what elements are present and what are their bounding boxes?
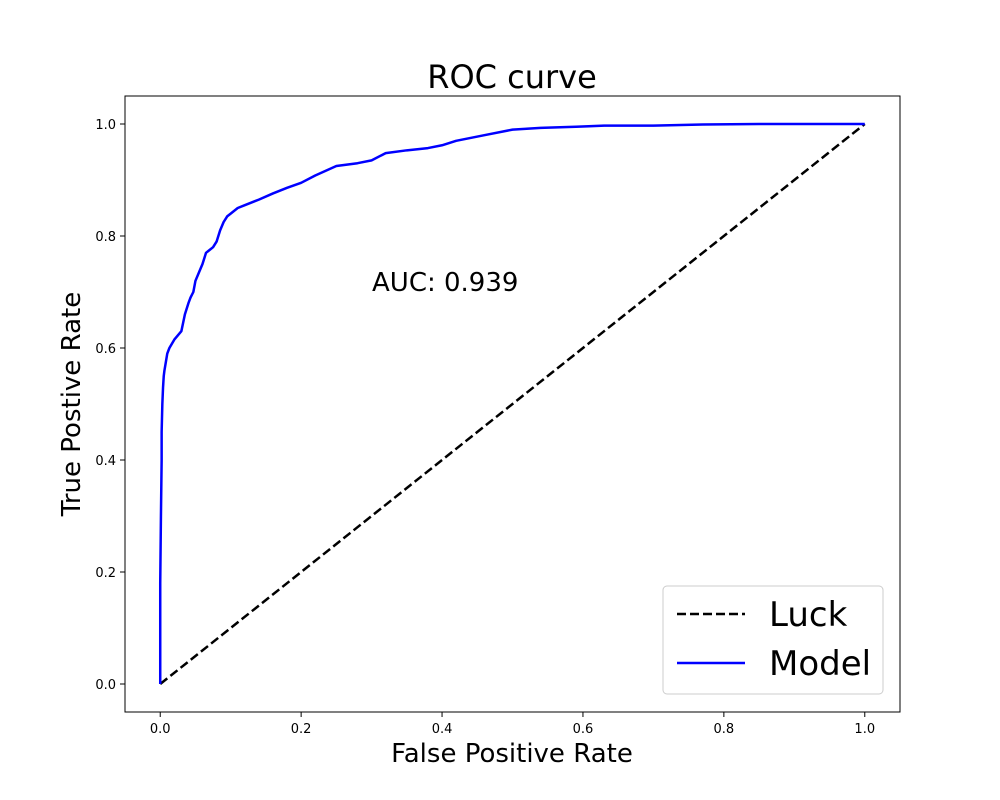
x-tick-label: 0.0 xyxy=(150,722,171,737)
auc-annotation: AUC: 0.939 xyxy=(372,268,518,298)
legend: Luck Model xyxy=(662,585,884,695)
x-axis-title: False Positive Rate xyxy=(391,739,633,769)
x-axis: 0.0 0.2 0.4 0.6 0.8 1.0 xyxy=(150,712,875,737)
x-tick-label: 0.8 xyxy=(714,722,735,737)
y-tick-label: 0.0 xyxy=(95,678,116,693)
plot-area xyxy=(158,122,866,685)
y-axis-title: True Postive Rate xyxy=(57,292,87,517)
plot-frame xyxy=(124,95,901,713)
chart-title: ROC curve xyxy=(427,58,597,96)
y-axis: 0.0 0.2 0.4 0.6 0.8 1.0 xyxy=(95,118,125,693)
x-tick-label: 0.2 xyxy=(291,722,312,737)
x-tick-label: 0.4 xyxy=(432,722,453,737)
y-tick-label: 0.4 xyxy=(95,454,116,469)
y-tick-label: 0.2 xyxy=(95,566,116,581)
y-tick-label: 0.6 xyxy=(95,342,116,357)
y-tick-label: 1.0 xyxy=(95,118,116,133)
legend-label-model: Model xyxy=(769,644,871,684)
series-line-luck xyxy=(159,123,866,685)
y-tick-label: 0.8 xyxy=(95,230,116,245)
legend-label-luck: Luck xyxy=(769,595,848,635)
x-tick-label: 1.0 xyxy=(854,722,875,737)
x-tick-label: 0.6 xyxy=(573,722,594,737)
series-line-model xyxy=(158,122,865,684)
